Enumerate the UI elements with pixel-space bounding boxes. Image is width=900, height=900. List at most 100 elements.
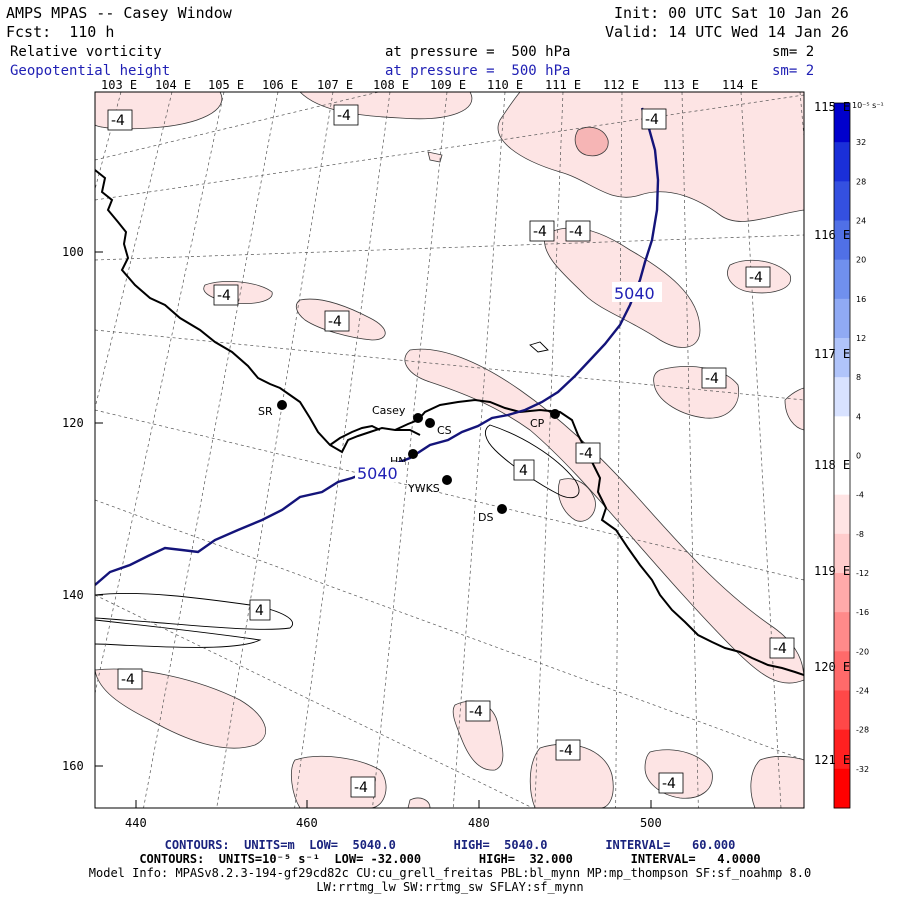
colorbar-tick-label: 16 — [856, 295, 866, 304]
forecast-hour: Fcst: 110 h — [6, 23, 115, 41]
colorbar-band — [834, 690, 850, 731]
vorticity-fill-layer — [95, 92, 804, 808]
colorbar-tick-label: 0 — [856, 452, 861, 461]
lon-label-top: 103 E — [101, 78, 138, 92]
lon-label-right: 121 E — [814, 753, 851, 767]
svg-text:-4: -4 — [705, 371, 719, 387]
colorbar-band — [834, 142, 850, 182]
meridian-line — [143, 92, 279, 808]
lon-label-top: 114 E — [722, 78, 759, 92]
model-info: Model Info: MPASv8.2.3-194-gf29cd82c CU:… — [88, 866, 812, 880]
station-marker-hn[interactable] — [408, 449, 418, 459]
vorticity-region — [407, 797, 431, 808]
vorticity-label-box: -4 — [350, 776, 376, 798]
svg-text:-4: -4 — [749, 270, 763, 286]
lon-label-top: 104 E — [155, 78, 192, 92]
vorticity-label-box: -4 — [575, 442, 601, 464]
init-time: Init: 00 UTC Sat 10 Jan 26 — [614, 4, 849, 22]
height-labels: 5040 5040 — [355, 282, 662, 483]
vorticity-label-box: -4 — [658, 772, 684, 794]
station-marker-sr[interactable] — [277, 400, 287, 410]
field2-name: Geopotential height — [10, 63, 171, 79]
lon-label-top: 112 E — [603, 78, 640, 92]
colorbar-band — [834, 181, 850, 221]
colorbar-band — [834, 573, 850, 613]
colorbar-band — [834, 298, 850, 339]
colorbar: 32 28 24 20 16 12 8 4 0 -4 -8 -12 -16 -20 -24 -28 -32 — [833, 102, 869, 809]
field2-level: at pressure = 500 hPa — [385, 63, 571, 79]
svg-text:-4: -4 — [645, 112, 659, 128]
svg-text:-4: -4 — [328, 314, 342, 330]
colorbar-tick-label: 32 — [856, 138, 866, 147]
positive-vorticity-contour — [484, 424, 580, 499]
vorticity-label-box: -4 — [465, 700, 491, 722]
colorbar-band — [834, 377, 850, 417]
lon-label-top: 113 E — [663, 78, 700, 92]
lon-label-top: 109 E — [430, 78, 467, 92]
svg-text:-4: -4 — [579, 446, 593, 462]
geopotential-contour — [95, 107, 660, 586]
colorbar-tick-label: -12 — [856, 569, 869, 578]
station-marker-ywks[interactable] — [442, 475, 452, 485]
station-marker-casey[interactable] — [413, 413, 423, 423]
vorticity-label-box: -4 — [701, 367, 727, 389]
parallel-line — [95, 329, 804, 401]
colorbar-tick-label: -24 — [856, 687, 869, 696]
x-tick-label: 460 — [296, 816, 318, 830]
vorticity-label-box: -4 — [769, 637, 795, 659]
station-marker-ds[interactable] — [497, 504, 507, 514]
svg-text:-4: -4 — [773, 641, 787, 657]
colorbar-tick-label: 28 — [856, 177, 866, 186]
lon-label-right: 118 E — [814, 458, 851, 472]
colorbar-band — [834, 729, 850, 770]
colorbar-band — [834, 220, 850, 261]
positive-vorticity-contour — [95, 592, 293, 630]
parallel-line — [95, 92, 381, 161]
meridian-line — [803, 180, 804, 182]
station-label-cp: CP — [530, 417, 545, 430]
svg-text:-4: -4 — [121, 672, 135, 688]
model-info-2: LW:rrtmg_lw SW:rrtmg_sw SFLAY:sf_mynn — [316, 880, 584, 894]
map-title: AMPS MPAS -- Casey Window — [6, 4, 232, 22]
station-marker-cp[interactable] — [550, 409, 560, 419]
height-contour-5040 — [95, 107, 660, 586]
colorbar-tick-label: -8 — [856, 530, 864, 539]
svg-text:4: 4 — [519, 463, 528, 479]
lon-label-right: 117 E — [814, 347, 851, 361]
y-tick-label: 120 — [62, 416, 84, 430]
height-contour-label: 5040 — [357, 464, 398, 483]
vorticity-region — [558, 478, 596, 522]
svg-text:-4: -4 — [217, 288, 231, 304]
colorbar-band — [834, 651, 850, 691]
colorbar-band — [834, 103, 850, 143]
colorbar-band — [834, 338, 850, 378]
field2-smooth: sm= 2 — [772, 63, 815, 79]
field1-smooth: sm= 2 — [772, 44, 815, 60]
station-marker-cs[interactable] — [425, 418, 435, 428]
colorbar-band — [834, 612, 850, 652]
station-label-ds: DS — [478, 511, 493, 524]
field1-level: at pressure = 500 hPa — [385, 44, 571, 60]
lon-label-top: 107 E — [317, 78, 354, 92]
colorbar-units: 10⁻⁵ s⁻¹ — [852, 101, 884, 110]
vorticity-label-box: -4 — [745, 266, 771, 288]
colorbar-tick-label: 4 — [856, 412, 861, 421]
vorticity-region — [784, 387, 804, 431]
parallel-line — [95, 234, 804, 261]
station-label-casey: Casey — [372, 404, 406, 417]
meridian-line — [95, 92, 173, 410]
vorticity-region — [497, 92, 804, 222]
colorbar-tick-label: -28 — [856, 726, 869, 735]
y-tick-label: 100 — [62, 245, 84, 259]
field1-name: Relative vorticity — [10, 44, 162, 60]
lon-label-top: 111 E — [545, 78, 582, 92]
coastline-path — [395, 429, 421, 436]
plot-frame — [94, 91, 805, 809]
vorticity-label-box: -4 — [117, 668, 143, 690]
colorbar-band — [834, 533, 850, 574]
x-tick-label: 500 — [640, 816, 662, 830]
height-contour-label: 5040 — [614, 284, 655, 303]
colorbar-tick-label: 20 — [856, 256, 866, 265]
